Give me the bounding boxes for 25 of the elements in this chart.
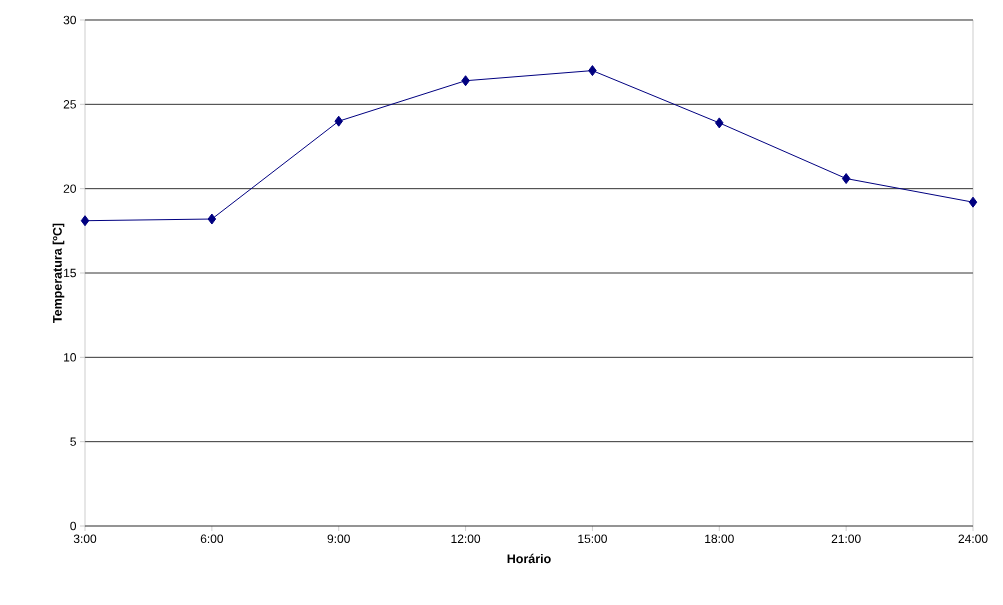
x-tick-label: 6:00 bbox=[200, 534, 224, 544]
point bbox=[715, 117, 724, 129]
x-axis-title: Horário bbox=[507, 553, 551, 564]
point bbox=[461, 75, 470, 87]
point bbox=[588, 65, 597, 77]
x-tick-label: 15:00 bbox=[578, 534, 607, 544]
point bbox=[207, 213, 217, 225]
y-tick-label: 5 bbox=[70, 437, 76, 446]
x-tick-label: 9:00 bbox=[327, 534, 350, 544]
point bbox=[841, 173, 851, 185]
point bbox=[80, 215, 90, 227]
x-tick-label: 24:00 bbox=[958, 534, 988, 544]
y-axis-title: Temperatura [ºC] bbox=[52, 223, 65, 323]
y-tick-label: 20 bbox=[63, 184, 77, 193]
y-tick-label: 15 bbox=[64, 268, 76, 278]
x-tick-label: 3:00 bbox=[73, 534, 97, 544]
y-tick-label: 30 bbox=[63, 15, 77, 25]
x-tick-label: 12:00 bbox=[451, 534, 481, 544]
y-tick-label: 10 bbox=[64, 353, 77, 362]
x-tick-label: 21:00 bbox=[831, 534, 861, 544]
y-tick-label: 0 bbox=[70, 521, 77, 531]
x-tick-label: 18:00 bbox=[705, 534, 734, 544]
y-tick-label: 25 bbox=[63, 100, 76, 109]
point bbox=[334, 115, 343, 127]
point bbox=[968, 196, 978, 208]
